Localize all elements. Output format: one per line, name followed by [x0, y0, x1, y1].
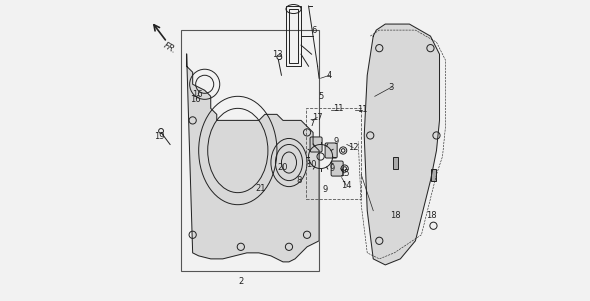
FancyBboxPatch shape: [325, 143, 337, 158]
Text: 11: 11: [333, 104, 344, 113]
Text: 8: 8: [297, 176, 302, 185]
Bar: [181, 30, 319, 271]
Text: 7: 7: [310, 119, 315, 128]
Text: 12: 12: [348, 143, 358, 152]
Text: 19: 19: [155, 132, 165, 141]
Text: 15: 15: [339, 169, 349, 178]
Text: FR.: FR.: [162, 41, 178, 55]
Text: 16: 16: [191, 95, 201, 104]
Text: 9: 9: [329, 164, 335, 173]
Text: 13: 13: [273, 50, 283, 59]
Text: 17: 17: [312, 113, 323, 122]
Text: 2: 2: [238, 277, 244, 286]
Text: 9: 9: [333, 137, 338, 146]
FancyBboxPatch shape: [331, 161, 343, 176]
Bar: [286, 6, 301, 66]
Bar: [431, 169, 436, 181]
Bar: [306, 108, 361, 199]
Text: 16: 16: [192, 90, 202, 99]
FancyBboxPatch shape: [310, 137, 322, 152]
Text: 9: 9: [323, 185, 327, 194]
Text: 20: 20: [278, 163, 288, 172]
Polygon shape: [186, 54, 319, 262]
Text: 5: 5: [318, 92, 323, 101]
Text: 4: 4: [327, 71, 332, 80]
Text: 6: 6: [311, 26, 316, 35]
Text: 14: 14: [342, 181, 352, 190]
Polygon shape: [364, 24, 440, 265]
Text: 3: 3: [389, 83, 394, 92]
Text: 10: 10: [306, 160, 316, 169]
Bar: [289, 9, 298, 63]
Bar: [394, 157, 398, 169]
Text: 18: 18: [426, 211, 437, 220]
Text: 18: 18: [391, 211, 401, 220]
Text: 11: 11: [357, 105, 368, 114]
Text: 21: 21: [255, 184, 266, 193]
